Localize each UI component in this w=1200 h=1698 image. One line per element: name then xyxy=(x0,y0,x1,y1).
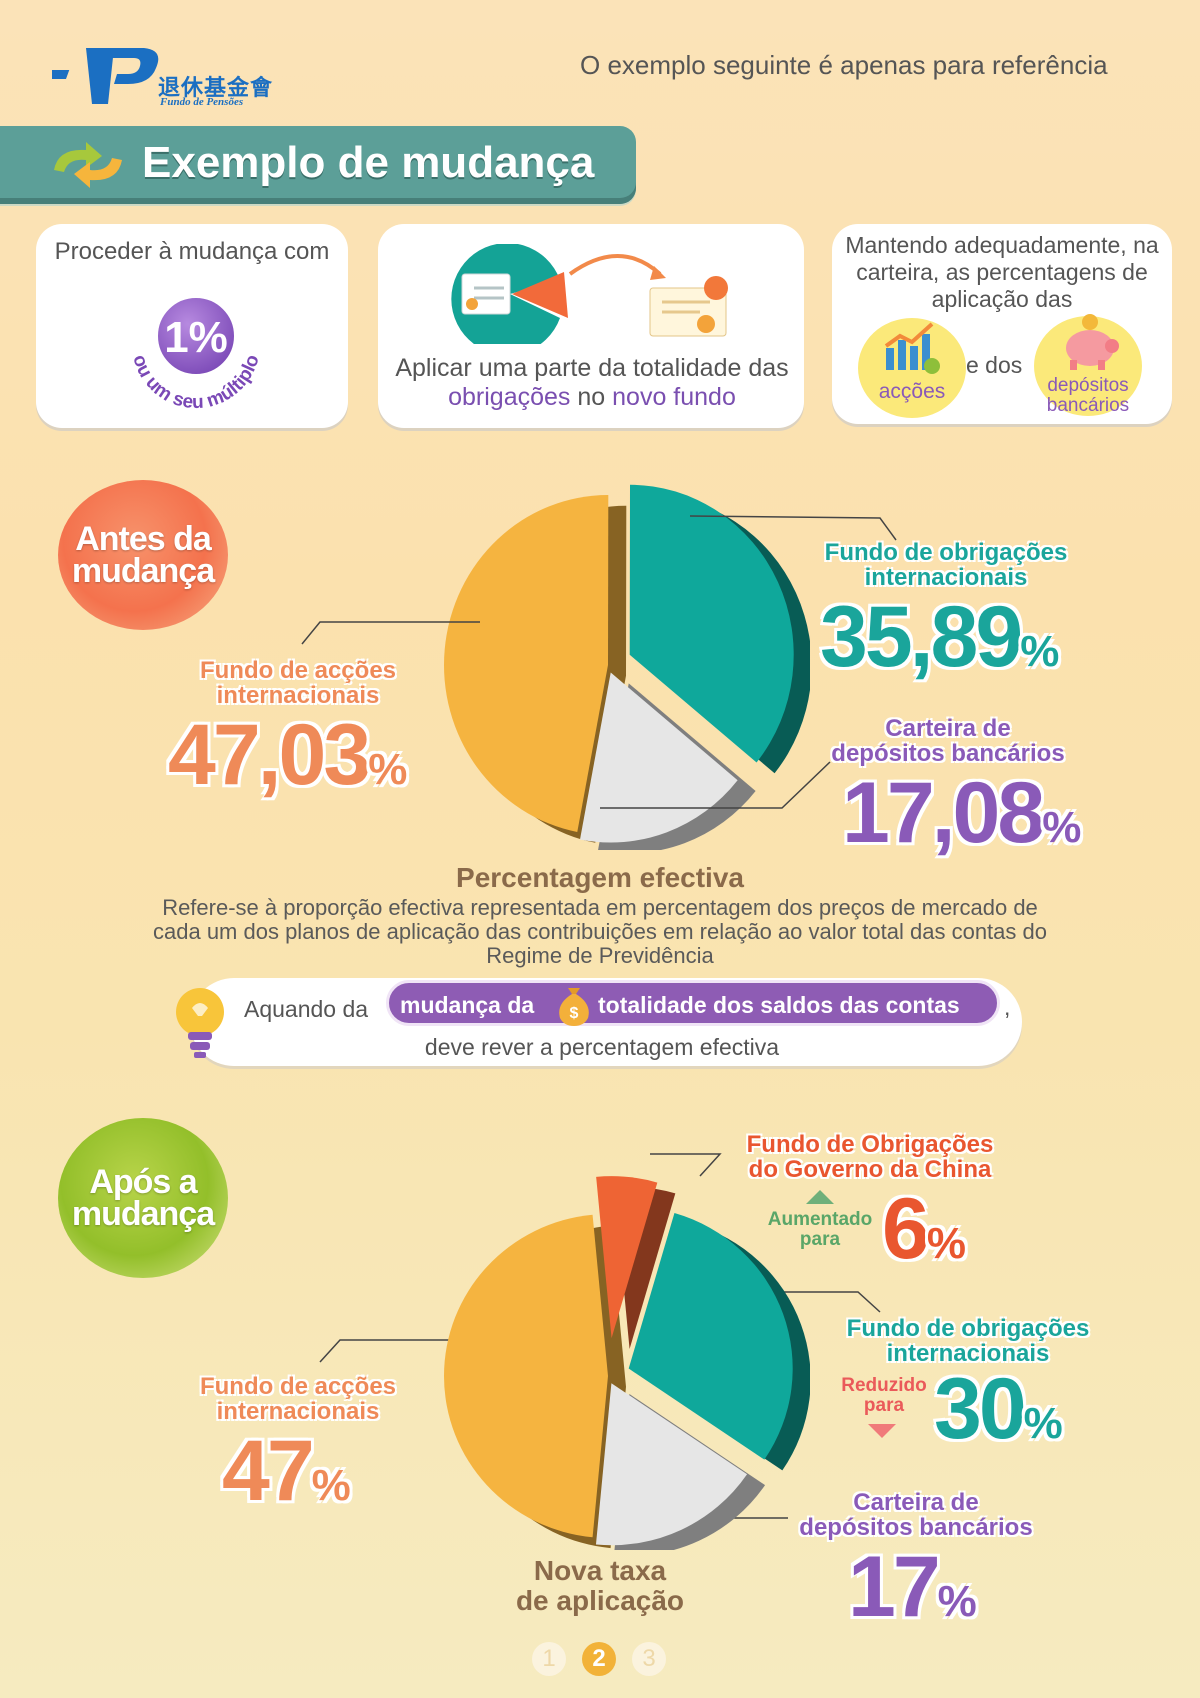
after-china-bonds-value: 6% xyxy=(882,1181,966,1277)
title-banner xyxy=(0,126,636,204)
after-intl-equities-value: 47% xyxy=(222,1423,351,1519)
new-allocation-caption: Nova taxa de aplicação xyxy=(515,1555,685,1616)
intl-bonds-slice xyxy=(628,1212,793,1460)
before-intl-equities-label: Fundo de acções internacionais xyxy=(199,657,397,709)
decrease-arrow-icon xyxy=(868,1424,896,1438)
logo-text-portuguese: Fundo de Pensões xyxy=(160,96,244,108)
tip-comma: , xyxy=(1004,994,1011,1020)
money-bag-icon: $ xyxy=(559,988,589,1026)
lightbulb-icon xyxy=(176,988,224,1058)
piggy-bank-icon xyxy=(1066,314,1119,370)
increased-to-label: Aumentado para xyxy=(767,1209,873,1250)
tip-highlight-pill xyxy=(386,980,1000,1026)
tip-pill-text-b: totalidade dos saldos das contas xyxy=(598,992,960,1018)
one-percent-text: 1% xyxy=(164,313,228,362)
new-fund-highlight: novo fundo xyxy=(612,383,736,411)
pie-chart-after xyxy=(444,1176,810,1550)
tip-line2: deve rever a percentagem efectiva xyxy=(424,1034,780,1060)
deposits-slice xyxy=(595,1383,748,1546)
page-title: Exemplo de mudança xyxy=(142,138,595,187)
before-intl-bonds-value: 35,89% xyxy=(820,589,1060,685)
after-intl-bonds-label: Fundo de obrigações internacionais xyxy=(846,1315,1090,1367)
deposits-label: depósitos bancários xyxy=(1046,375,1130,416)
after-deposits-label: Carteira de depósitos bancários xyxy=(799,1489,1033,1541)
equities-slice xyxy=(444,495,609,832)
after-intl-equities-label: Fundo de acções internacionais xyxy=(199,1373,397,1425)
reduced-to-label: Reduzido para xyxy=(841,1375,927,1416)
tip-pre-text: Aquando da xyxy=(244,996,369,1022)
after-china-bonds-label: Fundo de Obrigações do Governo da China xyxy=(746,1131,994,1183)
increase-arrow-icon xyxy=(806,1190,834,1204)
logo-text-chinese: 退休基金會 xyxy=(158,75,274,101)
one-percent-badge: 1% ou um seu múltiplo xyxy=(128,294,264,413)
tip-pill-text-a: mudança da xyxy=(400,992,535,1018)
page-3-button[interactable]: 3 xyxy=(632,1642,666,1676)
before-intl-bonds-label: Fundo de obrigações internacionais xyxy=(824,539,1068,591)
page-2-button[interactable]: 2 xyxy=(582,1642,616,1676)
before-change-badge: Antes da mudança xyxy=(58,480,228,630)
shares-label: acções xyxy=(878,380,946,403)
definition-title: Percentagem efectiva xyxy=(456,862,744,893)
reference-note: O exemplo seguinte é apenas para referên… xyxy=(580,50,1108,80)
coin-symbol: $ xyxy=(570,1005,579,1022)
bonds-highlight: obrigações xyxy=(448,383,571,411)
equities-slice xyxy=(444,1214,608,1538)
definition-body: Refere-se à proporção efectiva represent… xyxy=(153,895,1047,968)
exchange-arrows-icon xyxy=(54,142,122,188)
card1-text: Proceder à mudança com xyxy=(54,238,330,265)
before-deposits-value: 17,08% xyxy=(842,765,1082,861)
card2-text: Aplicar uma parte da totalidade das obri… xyxy=(395,354,789,411)
bonds-transfer-icon xyxy=(451,244,728,344)
card-apply-bonds xyxy=(378,224,804,428)
and-text: e dos xyxy=(966,352,1023,378)
card3-text: Mantendo adequadamente, na carteira, as … xyxy=(845,232,1159,312)
shares-chart-icon xyxy=(884,322,940,374)
pie-chart-before xyxy=(444,484,810,850)
before-deposits-label: Carteira de depósitos bancários xyxy=(831,715,1065,767)
intl-bonds-slice xyxy=(629,484,794,763)
before-intl-equities-value: 47,03% xyxy=(168,707,408,803)
page-1-button[interactable]: 1 xyxy=(532,1642,566,1676)
fund-logo-icon xyxy=(52,48,159,104)
after-intl-bonds-value: 30% xyxy=(934,1361,1063,1457)
after-change-badge: Após a mudança xyxy=(58,1118,228,1278)
after-deposits-value: 17% xyxy=(848,1539,977,1635)
china-bonds-slice xyxy=(596,1176,658,1339)
